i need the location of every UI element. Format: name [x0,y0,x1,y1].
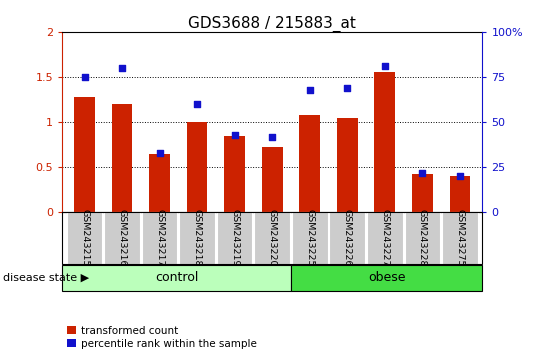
Bar [74,97,95,212]
Bar [450,176,470,212]
Point [80,74,89,80]
Bar [67,212,102,264]
Point [381,63,389,69]
Bar [254,212,290,264]
Bar [412,173,433,212]
Text: GSM243216: GSM243216 [118,209,127,267]
Point [268,134,277,139]
Point [306,87,314,92]
Text: GSM243218: GSM243218 [192,209,202,267]
Text: GSM243227: GSM243227 [381,209,389,267]
Text: GSM243226: GSM243226 [343,209,352,267]
Bar [404,212,440,264]
Bar [375,73,395,212]
Text: GSM243228: GSM243228 [418,209,427,267]
Legend: transformed count, percentile rank within the sample: transformed count, percentile rank withi… [67,326,257,349]
Point [155,150,164,156]
Bar [142,212,177,264]
Point [230,132,239,138]
Bar [62,265,291,291]
Bar [224,136,245,212]
Bar [291,265,482,291]
Point [343,85,351,91]
Bar [149,154,170,212]
Bar [217,212,252,264]
Point [193,101,202,107]
Text: GSM243220: GSM243220 [268,209,277,267]
Text: GSM243215: GSM243215 [80,209,89,267]
Bar [292,212,328,264]
Point [118,65,126,71]
Text: obese: obese [368,271,405,284]
Bar [112,104,133,212]
Text: GSM243219: GSM243219 [230,209,239,267]
Bar [367,212,403,264]
Text: GSM243217: GSM243217 [155,209,164,267]
Text: GSM243225: GSM243225 [305,209,314,267]
Bar [442,212,478,264]
Text: GDS3688 / 215883_at: GDS3688 / 215883_at [188,16,356,32]
Text: disease state ▶: disease state ▶ [3,273,89,283]
Bar [337,118,357,212]
Text: GSM243275: GSM243275 [455,209,465,267]
Bar [329,212,365,264]
Bar [262,147,282,212]
Bar [179,212,215,264]
Bar [104,212,140,264]
Point [455,173,464,179]
Bar [187,122,208,212]
Bar [299,115,320,212]
Text: control: control [155,271,198,284]
Point [418,170,427,176]
